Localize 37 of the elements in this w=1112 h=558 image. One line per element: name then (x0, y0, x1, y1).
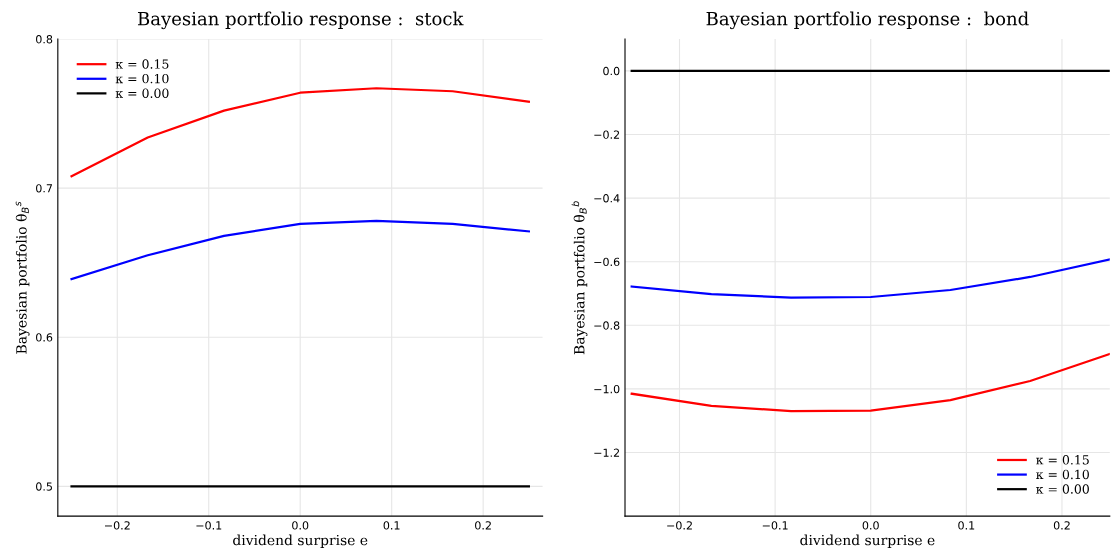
legend-label: κ = 0.00 (1036, 484, 1089, 494)
x-tick-label: 0.2 (475, 521, 491, 530)
legend-label: κ = 0.00 (115, 88, 169, 98)
x-tick-label: 0.2 (1053, 521, 1070, 530)
y-tick-label: 0.7 (36, 184, 53, 193)
y-axis-title: Bayesian portfolio θ$_{B}$$^{s}$ (15, 201, 30, 354)
x-tick-label: −0.1 (196, 521, 222, 530)
x-tick-label: −0.2 (667, 521, 692, 530)
legend-label: κ = 0.10 (1036, 469, 1089, 480)
x-tick-label: −0.1 (762, 521, 788, 530)
x-tick-label: −0.2 (104, 521, 130, 530)
x-tick-label: 0.1 (383, 521, 400, 530)
y-tick-label: −0.8 (594, 321, 620, 330)
line-series (70, 219, 530, 281)
x-axis-title: dividend surprise e (800, 534, 935, 548)
legend-label: κ = 0.10 (115, 73, 169, 84)
line-series (630, 258, 1110, 299)
y-tick-label: −0.4 (594, 194, 620, 203)
legend-label: κ = 0.15 (1036, 455, 1089, 465)
y-tick-label: −0.6 (594, 257, 620, 267)
y-tick-label: −1.2 (594, 448, 620, 457)
y-axis-title: Bayesian portfolio θ$_{B}$$^{b}$ (571, 201, 588, 355)
chart-title: Bayesian portfolio response : stock (137, 11, 464, 30)
x-axis-title: dividend surprise e (233, 534, 368, 548)
chart-title: Bayesian portfolio response : bond (706, 11, 1029, 30)
x-tick-label: 0.1 (958, 521, 975, 530)
y-tick-label: −1.0 (594, 384, 620, 394)
y-tick-label: 0.5 (36, 482, 52, 491)
line-series (70, 87, 530, 178)
y-tick-label: 0.6 (36, 333, 53, 342)
x-tick-label: 0.0 (292, 521, 309, 530)
y-tick-label: 0.8 (36, 35, 53, 44)
y-tick-label: −0.2 (594, 130, 620, 139)
y-tick-label: 0.0 (603, 66, 620, 76)
line-series (630, 352, 1110, 413)
x-tick-label: 0.0 (862, 521, 879, 530)
legend-label: κ = 0.15 (115, 59, 169, 69)
